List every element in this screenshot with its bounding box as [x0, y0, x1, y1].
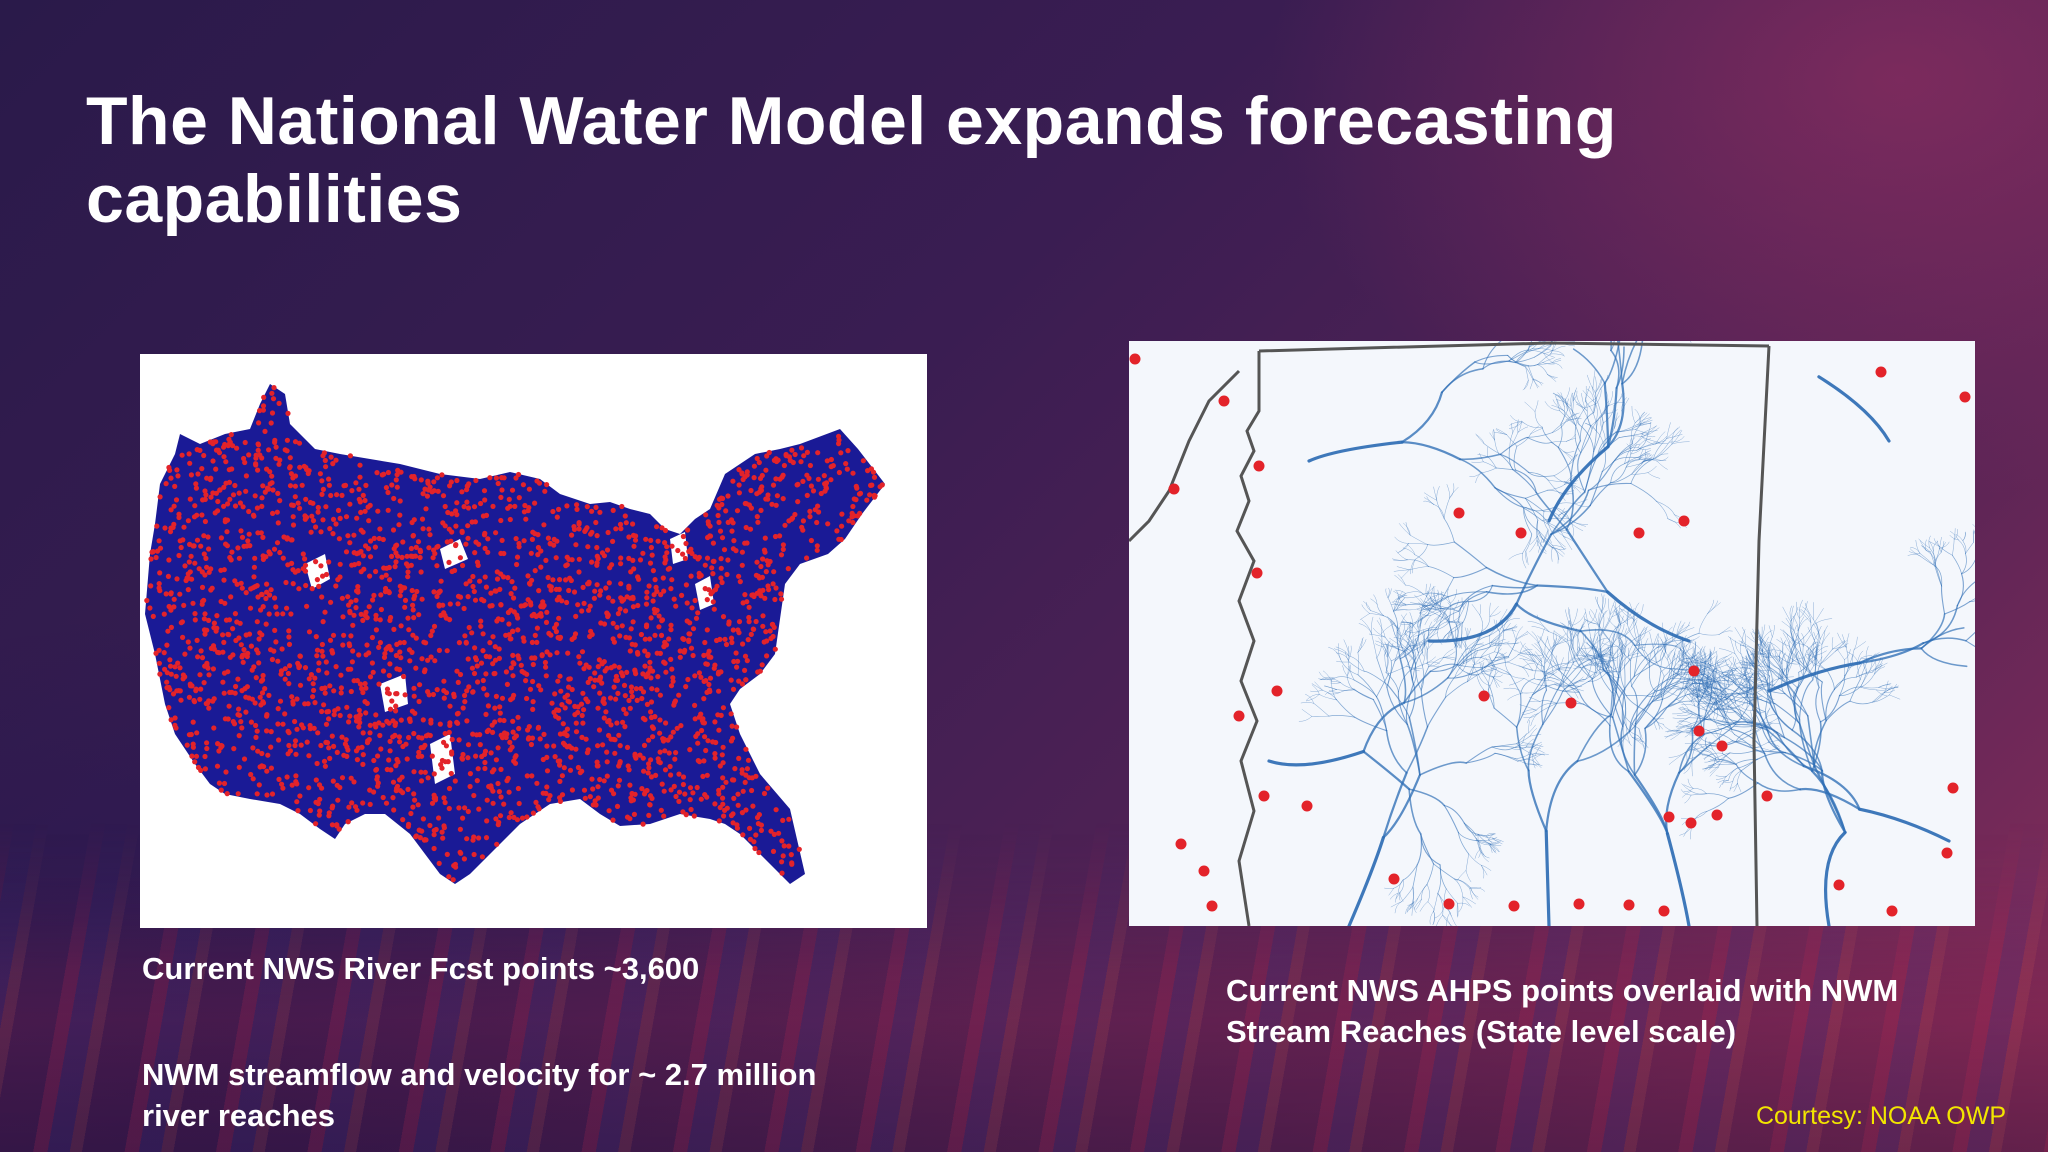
right-caption-ahps-overlay: Current NWS AHPS points overlaid with NW… — [1226, 973, 1899, 1049]
left-caption-nwm-reaches: NWM streamflow and velocity for ~ 2.7 mi… — [142, 1057, 817, 1133]
stream-network-graphic — [1129, 341, 1975, 926]
stream-reaches-map — [1129, 341, 1975, 926]
courtesy-credit: Courtesy: NOAA OWP — [1755, 1102, 2006, 1130]
forecast-points-layer — [144, 385, 885, 883]
conus-map-graphic — [144, 384, 885, 884]
conus-forecast-points-map — [140, 354, 927, 928]
left-caption-forecast-points: Current NWS River Fcst points ~3,600 — [142, 951, 700, 986]
slide-title: The National Water Model expands forecas… — [86, 83, 1617, 237]
ahps-points-layer — [1129, 353, 1971, 917]
